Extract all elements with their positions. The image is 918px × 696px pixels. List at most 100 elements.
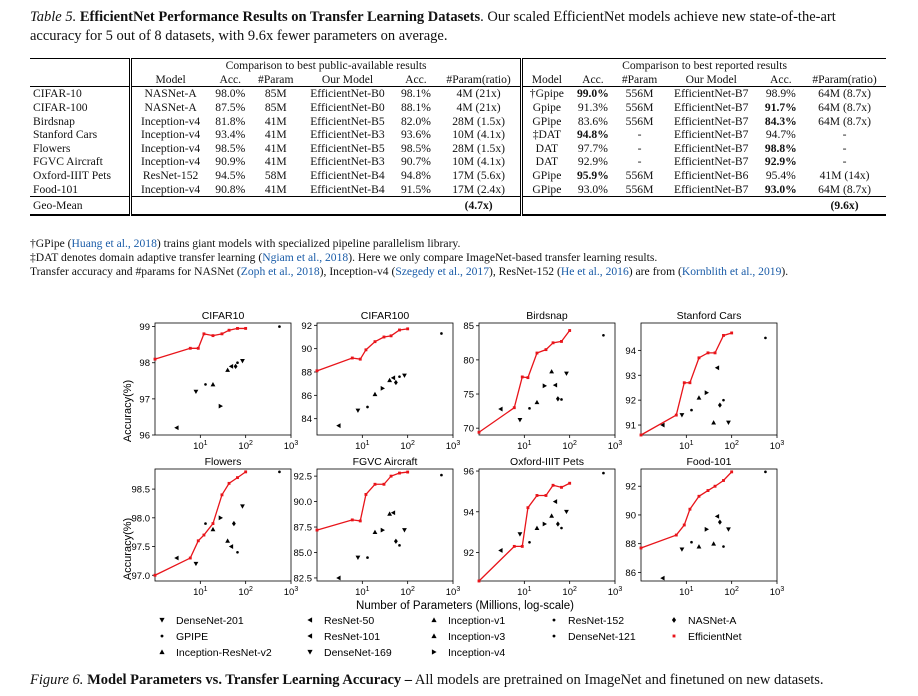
table-cell: EfficientNet-B6: [673, 169, 749, 183]
data-point: [717, 402, 722, 408]
efficientnet-point: [568, 481, 572, 485]
citation-link[interactable]: Szegedy et al., 2017: [395, 265, 490, 278]
figure-y-label: Accuracy(%): [122, 380, 134, 442]
table-cell: 94.5%: [215, 169, 246, 183]
table-caption: Table 5. EfficientNet Performance Result…: [30, 8, 890, 46]
data-point: [555, 521, 560, 527]
table-cell: EfficientNet-B0: [300, 86, 395, 101]
figure-label: Figure 6.: [30, 672, 84, 688]
legend-label: ResNet-50: [324, 615, 374, 627]
efficientnet-point: [639, 546, 643, 550]
citation-link[interactable]: Kornblith et al., 2019: [681, 265, 782, 278]
footnote-text: ), Inception-v4 (: [319, 265, 396, 278]
table-cell: Inception-v4: [140, 182, 201, 196]
citation-link[interactable]: Zoph et al., 2018: [240, 265, 320, 278]
table-cell: EfficientNet-B7: [673, 155, 749, 169]
legend-marker: [552, 618, 556, 622]
efficientnet-point: [350, 518, 354, 522]
y-tick-label: 75: [463, 390, 474, 401]
y-tick-label: 93: [625, 371, 636, 382]
table-cell: 90.9%: [215, 155, 246, 169]
table-cell: Inception-v4: [140, 155, 201, 169]
efficientnet-point: [688, 507, 692, 511]
col-header: Our Model: [685, 72, 737, 86]
legend-label: EfficientNet: [688, 631, 742, 643]
table-cell: 64M (8.7x): [803, 86, 886, 101]
efficientnet-point: [188, 346, 192, 350]
x-tick-label: 101: [193, 586, 208, 598]
table-cell: 82.0%: [400, 114, 431, 128]
footnote-text: ).: [781, 265, 789, 278]
efficientnet-point: [706, 489, 710, 492]
figure-caption-text: All models are pretrained on ImageNet an…: [412, 672, 824, 688]
x-tick-label: 102: [238, 586, 253, 598]
y-tick-label: 87.5: [294, 523, 313, 534]
x-tick-label: 103: [446, 440, 461, 452]
table-cell: 95.4%: [765, 169, 796, 183]
efficientnet-point: [551, 341, 555, 345]
table-header-row: Model Acc. #Param Our Model Acc. #Param(…: [30, 72, 886, 87]
table-cell: 94.7%: [765, 128, 796, 142]
efficientnet-point: [358, 519, 362, 523]
chart-panel: Birdsnap 70 75 80 85 101 102 103: [463, 310, 622, 452]
table-cell: 81.8%: [215, 114, 246, 128]
efficientnet-point: [227, 328, 231, 332]
citation-link[interactable]: Ngiam et al., 2018: [262, 251, 349, 264]
table-cell: EfficientNet-B7: [673, 114, 749, 128]
table-cell: 93.0%: [577, 182, 608, 196]
data-point: [336, 575, 341, 581]
table-cell: 92.9%: [577, 155, 608, 169]
efficientnet-point: [477, 430, 481, 434]
x-tick-label: 101: [517, 440, 532, 452]
table-cell: 94.8%: [400, 169, 431, 183]
table-cell: EfficientNet-B7: [673, 128, 749, 142]
geo-mean-right: (9.6x): [803, 195, 886, 216]
data-point: [387, 377, 393, 383]
efficientnet-line: [154, 327, 246, 360]
geo-mean-row: Geo-Mean (4.7x) (9.6x): [30, 195, 886, 216]
footnote-text: †GPipe (: [30, 237, 72, 250]
header-dataset: [30, 72, 133, 87]
data-point: [372, 529, 378, 535]
table-cell: EfficientNet-B7: [673, 141, 749, 155]
x-tick-label: 103: [608, 586, 623, 598]
efficientnet-point: [315, 528, 319, 532]
data-point: [440, 332, 443, 335]
table-label: Table 5.: [30, 9, 77, 25]
chart-panel: Flowers 97.0 97.5 98.0 98.5 101 102 103: [132, 456, 299, 598]
efficientnet-point: [477, 579, 481, 583]
table-cell: 98.1%: [394, 86, 438, 101]
footnote-1: †GPipe (Huang et al., 2018) trains giant…: [30, 237, 460, 250]
y-tick-label: 90.0: [294, 497, 313, 508]
data-point: [528, 540, 531, 544]
data-point: [552, 499, 558, 504]
chart-panel: CIFAR100 84 86 88 90 92 101 102 103: [301, 310, 460, 452]
data-point: [236, 550, 239, 554]
table-cell: GPipe: [520, 182, 571, 197]
efficientnet-point: [202, 332, 206, 336]
dataset-cell: Flowers: [30, 141, 133, 156]
efficientnet-point: [244, 470, 248, 474]
chart-title: Birdsnap: [526, 310, 568, 322]
data-point: [393, 379, 398, 386]
citation-link[interactable]: He et al., 2016: [560, 265, 629, 278]
x-tick-label: 102: [724, 586, 739, 598]
efficientnet-point: [196, 346, 200, 350]
efficientnet-point: [196, 539, 200, 543]
legend-label: DenseNet-201: [176, 615, 244, 627]
table-row: CIFAR-100 NASNet-A 87.5% 85M EfficientNet-B0…: [30, 100, 886, 115]
col-header: Acc.: [770, 72, 792, 86]
efficientnet-point: [406, 470, 410, 474]
table-cell: 92.9%: [764, 155, 797, 169]
data-point: [679, 547, 685, 552]
table-cell: 556M: [625, 169, 654, 183]
data-point: [218, 515, 224, 521]
citation-link[interactable]: Huang et al., 2018: [71, 237, 157, 250]
x-tick-label: 103: [770, 586, 785, 598]
data-point: [564, 371, 569, 376]
efficientnet-point: [682, 381, 686, 385]
efficientnet-point: [560, 485, 563, 489]
data-point: [210, 526, 216, 532]
data-point: [372, 391, 378, 397]
table-cell: 556M: [625, 101, 654, 115]
